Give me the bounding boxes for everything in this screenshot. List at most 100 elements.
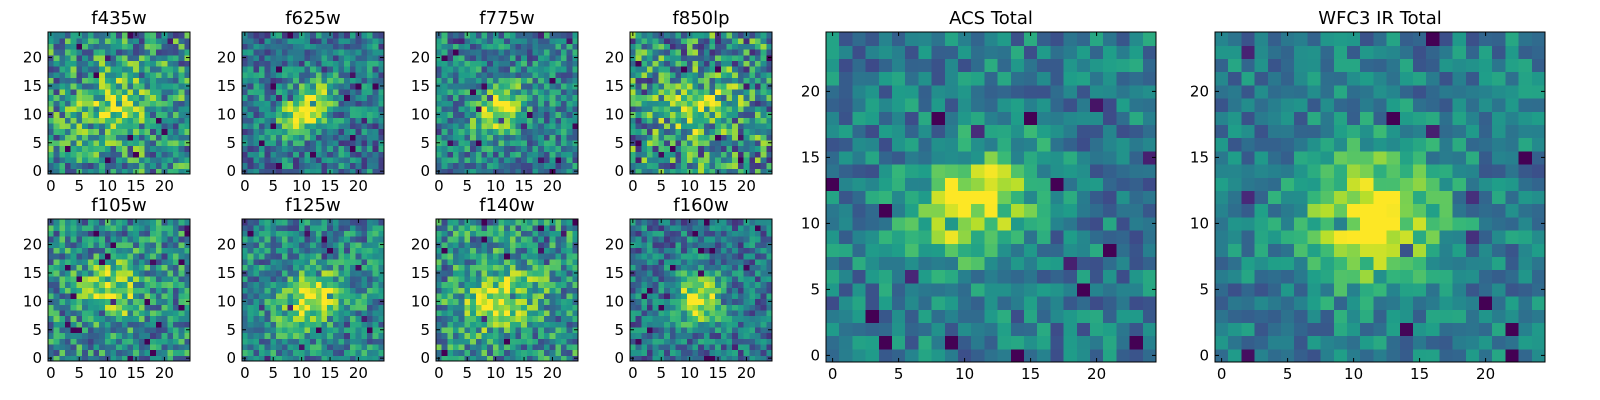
pixel: [447, 60, 454, 67]
pixel: [253, 145, 260, 152]
pixel: [504, 332, 511, 339]
pixel: [743, 54, 750, 61]
pixel: [441, 66, 448, 73]
pixel: [658, 105, 665, 113]
pixel: [321, 224, 328, 231]
pixel: [470, 71, 477, 79]
pixel: [87, 94, 95, 101]
pixel: [184, 156, 191, 164]
pixel: [698, 162, 705, 169]
pixel: [259, 66, 266, 73]
pixel: [178, 355, 185, 362]
pixel: [692, 66, 699, 73]
pixel: [167, 83, 174, 90]
pixel: [698, 287, 705, 294]
pixel: [259, 332, 266, 339]
pixel: [515, 253, 522, 260]
pixel: [253, 32, 260, 39]
pixel: [167, 134, 174, 141]
pixel: [475, 264, 483, 271]
pixel: [692, 162, 699, 169]
pixel: [436, 332, 443, 339]
pixel: [549, 105, 556, 113]
pixel: [453, 71, 460, 79]
pixel: [635, 270, 642, 277]
pixel: [447, 122, 454, 130]
pixel: [178, 128, 185, 135]
pixel: [458, 49, 465, 56]
pixel: [498, 156, 505, 164]
pixel: [630, 105, 637, 113]
pixel: [304, 162, 311, 169]
pixel: [447, 134, 454, 141]
pixel: [116, 122, 123, 130]
pixel: [361, 298, 368, 305]
pixel: [298, 37, 306, 44]
pixel: [669, 66, 677, 73]
pixel: [361, 247, 368, 254]
pixel: [515, 100, 522, 107]
pixel: [361, 66, 368, 73]
pixel: [116, 241, 123, 248]
pixel: [726, 145, 733, 152]
pixel: [310, 111, 317, 118]
pixel: [315, 309, 323, 317]
pixel: [116, 128, 123, 135]
pixel: [447, 292, 454, 300]
pixel: [121, 270, 129, 277]
pixel: [59, 83, 66, 90]
pixel: [566, 349, 573, 356]
pixel: [641, 49, 648, 56]
pixel: [543, 253, 551, 260]
pixel: [361, 253, 368, 260]
pixel: [110, 128, 117, 135]
pixel: [641, 168, 648, 175]
pixel: [270, 37, 277, 44]
pixel: [155, 71, 163, 79]
pixel: [641, 281, 648, 288]
pixel: [515, 287, 522, 294]
pixel: [253, 236, 260, 243]
pixel: [692, 304, 699, 311]
pixel: [709, 71, 716, 79]
pixel: [549, 253, 556, 260]
pixel: [281, 105, 289, 113]
pixel: [675, 66, 682, 73]
pixel: [720, 77, 728, 84]
pixel: [521, 236, 528, 243]
pixel: [264, 236, 271, 243]
pixel: [652, 134, 659, 141]
pixel: [121, 145, 129, 152]
pixel: [161, 264, 168, 271]
pixel: [93, 332, 100, 339]
pixel: [355, 258, 362, 266]
pixel: [70, 168, 77, 175]
pixel: [526, 258, 534, 266]
pixel: [59, 326, 66, 334]
pixel: [338, 83, 345, 90]
pixel: [167, 168, 174, 175]
pixel: [172, 94, 180, 101]
pixel: [475, 326, 483, 334]
pixel: [127, 145, 134, 152]
pixel: [293, 151, 300, 158]
pixel: [703, 43, 711, 50]
pixel: [464, 156, 471, 164]
pixel: [543, 66, 551, 73]
pixel: [310, 32, 317, 39]
pixel: [647, 134, 654, 141]
pixel: [366, 49, 374, 56]
pixel: [70, 94, 77, 101]
pixel: [87, 105, 95, 113]
x-tick-label: 20: [349, 364, 368, 382]
pixel: [566, 83, 573, 90]
pixel: [116, 111, 123, 118]
pixel: [754, 332, 762, 339]
pixel: [178, 219, 185, 226]
pixel: [138, 117, 146, 124]
pixel: [726, 355, 733, 362]
pixel: [532, 230, 539, 237]
pixel: [560, 88, 568, 96]
pixel: [321, 54, 328, 61]
pixel: [150, 247, 157, 254]
